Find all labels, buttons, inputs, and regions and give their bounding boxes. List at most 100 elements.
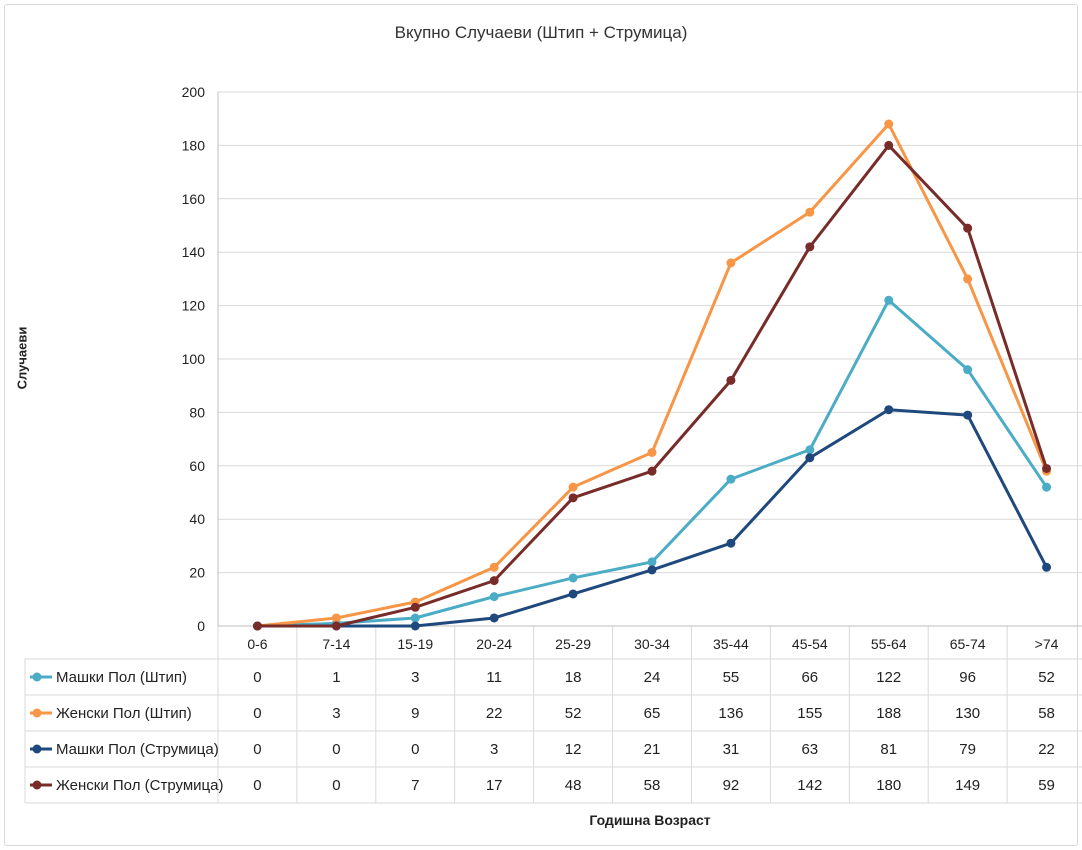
x-tick-label: 30-34 — [634, 636, 670, 652]
legend-label: Женски Пол (Струмица) — [56, 777, 223, 794]
data-point — [884, 405, 894, 415]
table-cell: 59 — [1038, 777, 1055, 794]
table-cell: 11 — [486, 669, 502, 686]
data-point — [647, 565, 657, 575]
data-point — [410, 621, 420, 631]
table-cell: 3 — [490, 741, 498, 758]
table-cell: 31 — [723, 741, 740, 758]
data-point — [726, 375, 736, 385]
x-tick-label: >74 — [1035, 636, 1059, 652]
series-line — [255, 122, 1049, 628]
data-point — [1042, 482, 1052, 492]
data-point — [489, 562, 499, 572]
data-point — [410, 613, 420, 623]
table-cell: 155 — [797, 705, 822, 722]
series-line — [255, 298, 1049, 628]
table-cell: 48 — [565, 777, 582, 794]
table-cell: 81 — [880, 741, 897, 758]
table-cell: 96 — [959, 669, 976, 686]
legend-label: Женски Пол (Штип) — [56, 705, 192, 722]
table-cell: 58 — [1038, 705, 1055, 722]
y-tick-label: 40 — [189, 511, 205, 527]
table-cell: 130 — [955, 705, 980, 722]
legend-label: Машки Пол (Штип) — [56, 669, 187, 686]
table-cell: 55 — [723, 669, 740, 686]
x-tick-label: 45-54 — [792, 636, 828, 652]
x-tick-label: 35-44 — [713, 636, 749, 652]
data-point — [252, 621, 262, 631]
data-point — [489, 592, 499, 602]
y-tick-label: 160 — [182, 191, 206, 207]
data-point — [726, 538, 736, 548]
table-cell: 122 — [876, 669, 901, 686]
table-cell: 0 — [332, 777, 340, 794]
data-point — [805, 207, 815, 217]
series-line — [255, 143, 1049, 628]
table-cell: 21 — [644, 741, 661, 758]
data-point — [805, 242, 815, 252]
y-tick-label: 60 — [189, 458, 205, 474]
data-point — [489, 576, 499, 586]
y-tick-label: 20 — [189, 565, 205, 581]
table-cell: 22 — [486, 705, 503, 722]
data-point — [331, 621, 341, 631]
table-cell: 0 — [253, 741, 261, 758]
legend-label: Машки Пол (Струмица) — [56, 741, 219, 758]
data-point — [963, 365, 973, 375]
data-point — [963, 223, 973, 233]
x-tick-label: 65-74 — [950, 636, 986, 652]
y-tick-label: 0 — [197, 618, 205, 634]
data-point — [568, 482, 578, 492]
table-cell: 180 — [876, 777, 901, 794]
table-cell: 149 — [955, 777, 980, 794]
table-cell: 0 — [253, 669, 261, 686]
data-point — [805, 445, 815, 455]
x-axis-label: Годишна Возраст — [589, 812, 711, 828]
y-tick-label: 200 — [182, 84, 206, 100]
data-point — [884, 119, 894, 129]
data-point — [726, 258, 736, 268]
chart-title: Вкупно Случаеви (Штип + Струмица) — [394, 23, 688, 42]
legend-key-marker — [32, 672, 42, 682]
data-point — [568, 493, 578, 503]
table-cell: 18 — [565, 669, 582, 686]
table-cell: 9 — [411, 705, 419, 722]
data-point — [963, 274, 973, 284]
data-point — [568, 573, 578, 583]
table-cell: 52 — [565, 705, 582, 722]
table-cell: 136 — [718, 705, 743, 722]
x-tick-label: 7-14 — [322, 636, 350, 652]
table-cell: 22 — [1038, 741, 1055, 758]
table-cell: 0 — [411, 741, 419, 758]
data-point — [331, 613, 341, 623]
y-tick-label: 180 — [182, 137, 206, 153]
table-cell: 3 — [411, 669, 419, 686]
y-tick-label: 100 — [182, 351, 206, 367]
x-tick-label: 15-19 — [397, 636, 433, 652]
data-point — [726, 474, 736, 484]
table-cell: 0 — [332, 741, 340, 758]
table-cell: 65 — [644, 705, 661, 722]
table-cell: 24 — [644, 669, 661, 686]
data-point — [1042, 463, 1052, 473]
data-point — [647, 557, 657, 567]
table-cell: 142 — [797, 777, 822, 794]
data-point — [410, 602, 420, 612]
data-point — [963, 410, 973, 420]
table-cell: 0 — [253, 777, 261, 794]
x-tick-label: 55-64 — [871, 636, 907, 652]
table-cell: 58 — [644, 777, 661, 794]
data-point — [489, 613, 499, 623]
legend-key-marker — [32, 780, 42, 790]
table-cell: 79 — [959, 741, 976, 758]
legend-key-marker — [32, 708, 42, 718]
data-point — [884, 140, 894, 150]
table-cell: 66 — [801, 669, 818, 686]
series-line — [255, 408, 1049, 628]
table-cell: 52 — [1038, 669, 1055, 686]
x-tick-label: 0-6 — [247, 636, 267, 652]
x-tick-label: 25-29 — [555, 636, 591, 652]
x-tick-label: 20-24 — [476, 636, 512, 652]
data-point — [647, 447, 657, 457]
data-point — [884, 295, 894, 305]
